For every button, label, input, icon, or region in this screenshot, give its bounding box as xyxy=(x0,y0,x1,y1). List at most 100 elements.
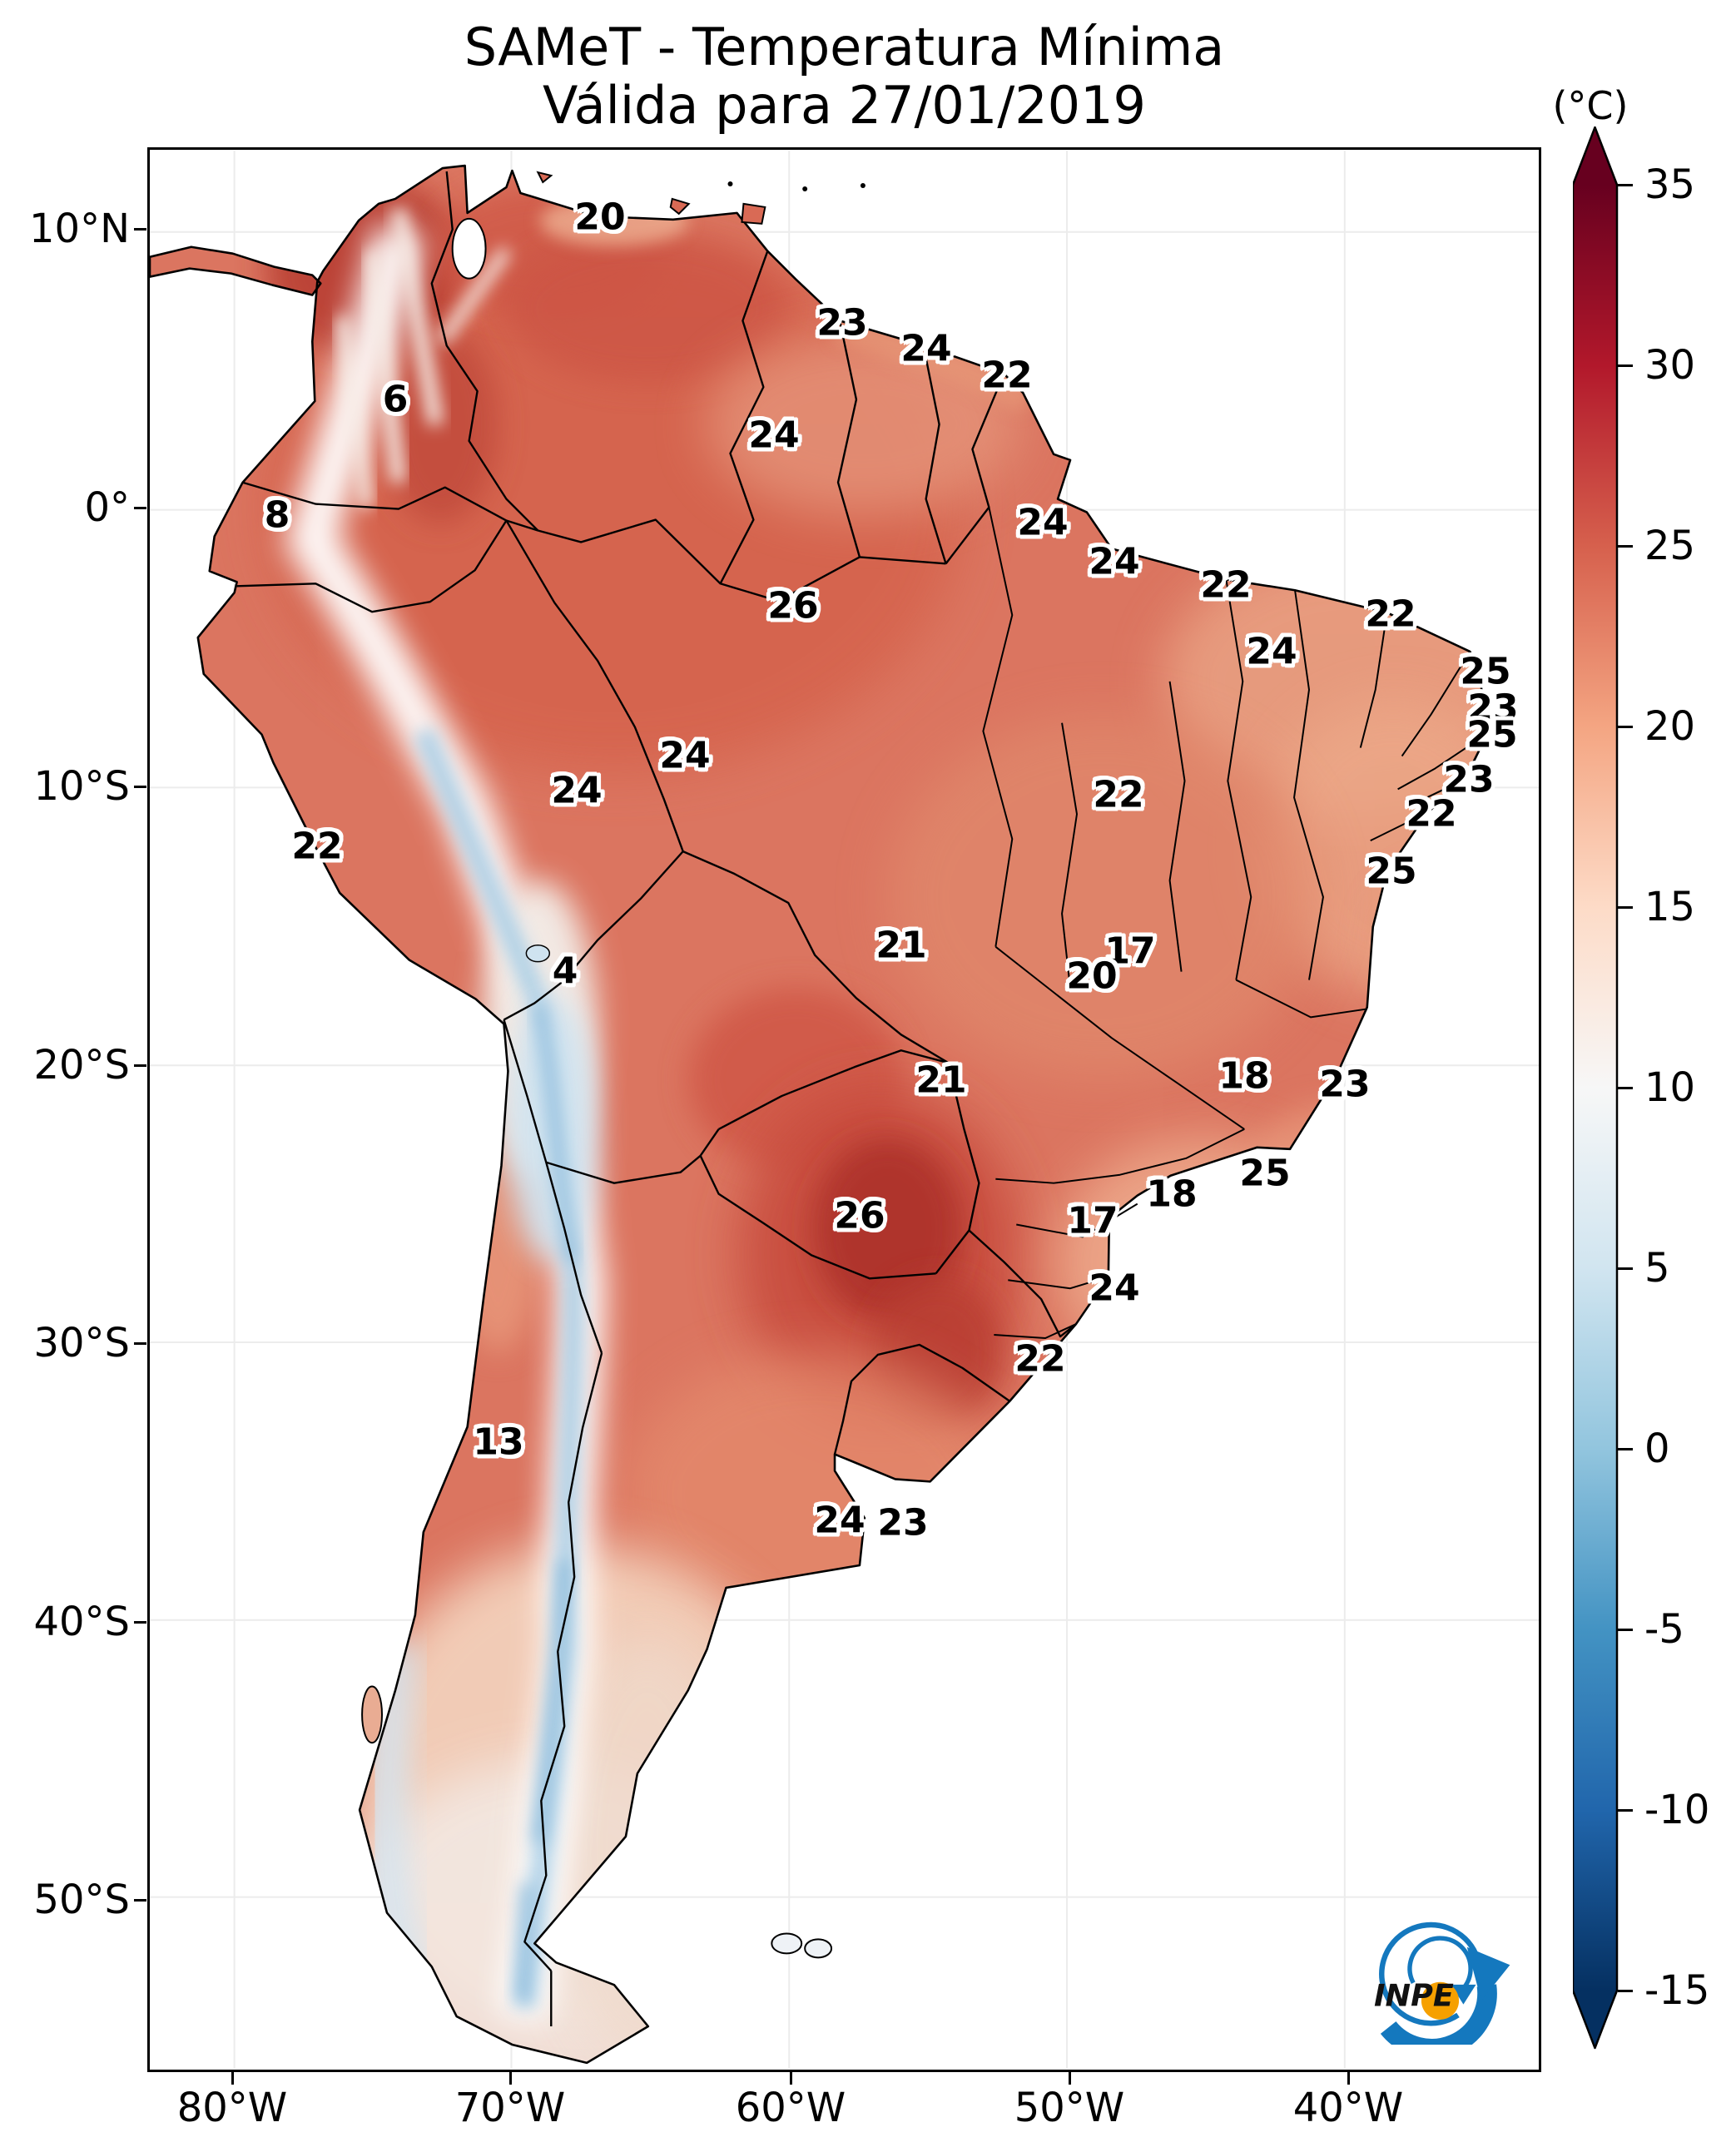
colorbar-tickmark xyxy=(1618,725,1633,728)
station-temp-label: 26 xyxy=(834,1194,885,1237)
lat-tickmark xyxy=(134,785,146,788)
station-temp-label: 24 xyxy=(748,414,800,457)
station-temp-label: 24 xyxy=(1246,630,1297,673)
lon-tick-label: 50°W xyxy=(1014,2085,1125,2131)
station-temp-label: 22 xyxy=(291,825,343,868)
station-temp-label: 20 xyxy=(574,196,626,239)
lakes-islands xyxy=(361,171,866,1959)
colorbar-tickmark xyxy=(1618,905,1633,909)
station-temp-label: 26 xyxy=(767,584,819,627)
colorbar-tick-label: 5 xyxy=(1644,1245,1670,1292)
lon-tick-label: 80°W xyxy=(176,2085,288,2131)
state-borders xyxy=(982,507,1488,1340)
colorbar-tickmark xyxy=(1618,1808,1633,1812)
title-block: SAMeT - Temperatura Mínima Válida para 2… xyxy=(147,18,1541,135)
logo-arrowhead xyxy=(1466,1946,1510,2001)
lon-tick-label: 70°W xyxy=(454,2085,566,2131)
colorbar-tick-label: 20 xyxy=(1644,703,1696,750)
colorbar-unit-label: (°C) xyxy=(1552,83,1629,128)
station-temp-label: 25 xyxy=(1466,713,1518,756)
colorbar-tick-label: 30 xyxy=(1644,342,1696,389)
lat-tick-label: 10°S xyxy=(33,763,130,810)
logo-text: INPE xyxy=(1374,1978,1454,2014)
colorbar-tick-label: 10 xyxy=(1644,1064,1696,1111)
colorbar-tick-label: 35 xyxy=(1644,161,1696,208)
station-temp-label: 23 xyxy=(1467,687,1519,730)
station-temp-label: 22 xyxy=(1093,773,1144,816)
colorbar-tick-label: 15 xyxy=(1644,884,1696,930)
logo-circle-swirl xyxy=(1379,1921,1479,2026)
station-temp-label: 23 xyxy=(877,1501,929,1545)
lon-tickmark xyxy=(1068,2072,1071,2085)
station-temp-label: 17 xyxy=(1067,1199,1118,1242)
colorbar-tick-label: -15 xyxy=(1644,1967,1710,2014)
station-temp-label: 24 xyxy=(1017,501,1069,544)
lat-tickmark xyxy=(134,506,146,509)
colorbar-tick-label: -10 xyxy=(1644,1787,1710,1833)
station-temp-label: 6 xyxy=(382,378,409,421)
station-temp-label: 24 xyxy=(814,1499,866,1542)
colorbar xyxy=(1573,126,1619,2050)
lat-tick-label: 10°N xyxy=(29,206,130,252)
station-temp-label: 24 xyxy=(551,769,603,812)
station-temp-label: 22 xyxy=(1406,792,1457,836)
station-temp-label: 24 xyxy=(659,734,711,777)
station-temp-label: 22 xyxy=(1014,1337,1066,1381)
station-temp-label: 18 xyxy=(1218,1054,1270,1098)
station-temp-label: 24 xyxy=(1089,1267,1140,1310)
station-temp-label: 23 xyxy=(1319,1063,1371,1106)
page-title: SAMeT - Temperatura Mínima xyxy=(464,17,1225,77)
station-temp-label: 20 xyxy=(1066,955,1118,998)
colorbar-tick-label: 25 xyxy=(1644,523,1696,569)
lat-tickmark xyxy=(134,1620,146,1624)
colorbar-tick-label: -5 xyxy=(1644,1606,1684,1653)
colorbar-tickmark xyxy=(1618,544,1633,548)
colorbar-tick-label: 0 xyxy=(1644,1426,1670,1472)
lon-tickmark xyxy=(789,2072,792,2085)
inpe-logo: INPE xyxy=(1374,1921,1510,2045)
lat-tickmark xyxy=(134,227,146,231)
lat-tick-label: 30°S xyxy=(33,1320,130,1366)
station-temp-label: 24 xyxy=(1089,540,1140,583)
lat-tick-label: 0° xyxy=(84,484,130,531)
colorbar-tickmark xyxy=(1618,1989,1633,1992)
lat-tickmark xyxy=(134,1898,146,1902)
station-temp-label: 21 xyxy=(875,924,927,967)
station-temp-label: 17 xyxy=(1104,930,1156,973)
lat-tickmark xyxy=(134,1064,146,1067)
lon-tickmark xyxy=(508,2072,512,2085)
lat-tickmark xyxy=(134,1341,146,1345)
station-temp-label: 25 xyxy=(1366,850,1417,893)
coastline xyxy=(150,164,1489,2065)
colorbar-tickmark xyxy=(1618,1267,1633,1270)
colorbar-tickmark xyxy=(1618,183,1633,186)
station-temp-label: 22 xyxy=(1365,593,1416,636)
map-area: INPE 20 23 24 22 6 24 8 24 24 26 22 22 24 25 23 25 24 23 2… xyxy=(147,147,1541,2072)
station-temp-label: 25 xyxy=(1460,650,1511,693)
south-america-temperature-map xyxy=(150,151,1539,2069)
lon-tickmark xyxy=(1347,2072,1350,2085)
lat-tick-label: 20°S xyxy=(33,1042,130,1088)
station-temp-label: 23 xyxy=(1443,758,1495,801)
logo-inner-arrowhead xyxy=(1451,1984,1476,2005)
logo-swoosh-arrow xyxy=(1380,1984,1497,2045)
station-temp-label: 23 xyxy=(816,301,868,345)
station-temp-label: 4 xyxy=(552,950,578,993)
lon-tick-label: 40°W xyxy=(1292,2085,1404,2131)
lon-tick-label: 60°W xyxy=(735,2085,846,2131)
lat-tick-label: 50°S xyxy=(33,1877,130,1923)
station-temp-label: 24 xyxy=(900,327,952,370)
colorbar-tickmark xyxy=(1618,364,1633,367)
logo-inner-swirl xyxy=(1407,1936,1473,1990)
page-subtitle-valid-date: Válida para 27/01/2019 xyxy=(543,75,1146,136)
station-temp-label: 8 xyxy=(264,493,290,537)
colorbar-tickmark xyxy=(1618,1086,1633,1089)
colorbar-bar xyxy=(1573,126,1619,2050)
station-temp-label: 21 xyxy=(915,1059,967,1102)
station-temp-label: 25 xyxy=(1239,1152,1291,1195)
temperature-field xyxy=(150,166,1488,2063)
lat-tick-label: 40°S xyxy=(33,1599,130,1645)
station-temp-label: 13 xyxy=(473,1421,524,1464)
colorbar-tickmark xyxy=(1618,1628,1633,1631)
